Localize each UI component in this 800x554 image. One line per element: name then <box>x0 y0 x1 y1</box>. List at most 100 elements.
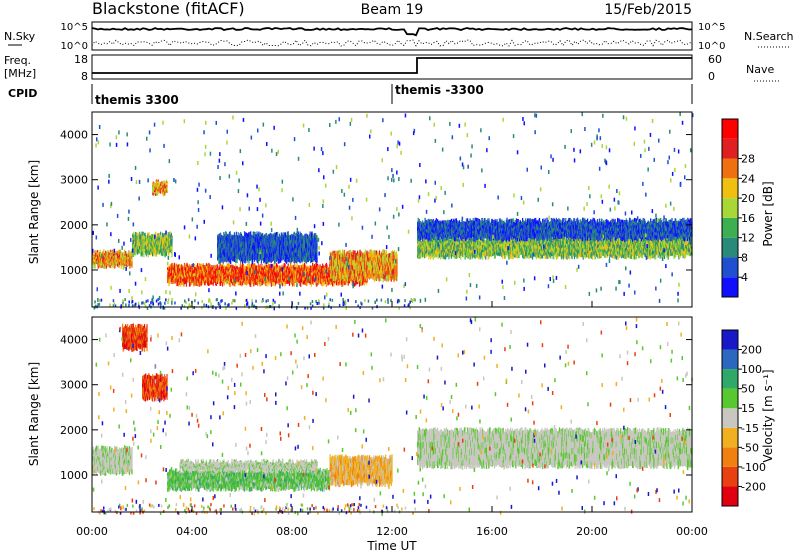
colorbar-swatch <box>722 198 738 218</box>
power-y-label: Slant Range [km] <box>27 160 41 264</box>
data-band <box>142 373 168 402</box>
noise-search-line <box>91 39 693 47</box>
noise-left-label: N.Sky <box>4 30 36 43</box>
beam-title: Beam 19 <box>361 2 424 18</box>
colorbar-tick: 100 <box>741 363 762 376</box>
y-tick-label: 1000 <box>60 264 88 277</box>
x-tick-label: 00:00 <box>76 525 108 538</box>
scatter-points <box>92 317 693 516</box>
velocity-colorbar-label: Velocity [m s⁻¹] <box>761 369 775 462</box>
colorbar-swatch <box>722 427 738 448</box>
y-tick-label: 3000 <box>60 379 88 392</box>
x-tick-label: 12:00 <box>376 525 408 538</box>
colorbar-swatch <box>722 119 738 139</box>
data-band <box>417 427 693 470</box>
power-colorbar-label: Power [dB] <box>761 181 775 246</box>
frequency-panel: Freq. [MHz] 18 8 60 0 Nave <box>4 53 780 83</box>
colorbar-tick: 24 <box>741 172 755 185</box>
station-title: Blackstone (fitACF) <box>92 0 245 18</box>
cpid-segment-2: themis -3300 <box>395 83 484 97</box>
colorbar-swatch <box>722 158 738 179</box>
colorbar-tick: 16 <box>741 212 755 225</box>
data-band <box>152 179 168 197</box>
y-tick-label: 1000 <box>60 469 88 482</box>
velocity-y-label: Slant Range [km] <box>27 362 41 466</box>
scatter-points <box>92 112 694 311</box>
x-axis-ticks: 00:00 04:00 08:00 12:00 16:00 20:00 00:00 <box>76 301 708 538</box>
data-band <box>167 262 368 287</box>
x-tick-label: 04:00 <box>176 525 208 538</box>
colorbar-swatch <box>722 217 738 238</box>
freq-label-2: [MHz] <box>4 67 36 80</box>
colorbar-swatch <box>722 330 738 350</box>
colorbar-swatch <box>722 277 738 297</box>
y-tick-label: 4000 <box>60 129 88 142</box>
y-tick-label: 4000 <box>60 334 88 347</box>
freq-left-tick-top: 18 <box>74 53 88 66</box>
cpid-panel: CPID themis 3300 themis -3300 <box>8 83 693 107</box>
noise-right-tick-top: 10^5 <box>698 22 725 33</box>
x-tick-label: 08:00 <box>276 525 308 538</box>
colorbar-swatch <box>722 369 738 389</box>
colorbar-swatch <box>722 466 738 487</box>
freq-label-1: Freq. <box>4 54 31 67</box>
nave-label: Nave <box>746 63 774 76</box>
date-title: 15/Feb/2015 <box>604 2 692 18</box>
frequency-line <box>92 57 692 74</box>
colorbar-tick: 200 <box>741 344 762 357</box>
colorbar-swatch <box>722 447 738 467</box>
data-band <box>122 323 148 352</box>
x-tick-label: 20:00 <box>576 525 608 538</box>
power-data <box>92 112 694 311</box>
noise-sky-line <box>91 27 693 37</box>
velocity-panel: 1000 2000 3000 4000 Slant Range [km] <box>27 316 693 516</box>
data-band <box>329 454 393 488</box>
noise-left-tick-top: 10^5 <box>61 22 88 33</box>
x-tick-label: 00:00 <box>676 525 708 538</box>
data-band <box>417 217 693 242</box>
velocity-y-ticks: 1000 2000 3000 4000 <box>60 334 692 482</box>
freq-right-tick-top: 60 <box>708 53 722 66</box>
colorbar-swatch <box>722 237 738 258</box>
colorbar-swatch <box>722 138 738 159</box>
data-band <box>132 231 173 258</box>
colorbar-tick: 12 <box>741 232 755 245</box>
freq-right-tick-bottom: 0 <box>708 70 715 83</box>
x-axis-label: Time UT <box>366 539 417 553</box>
colorbar-swatch <box>722 408 738 428</box>
colorbar-tick: 4 <box>741 271 748 284</box>
colorbar-tick: -15 <box>741 422 759 435</box>
colorbar-tick: 8 <box>741 251 748 264</box>
cpid-label: CPID <box>8 87 37 100</box>
velocity-data <box>92 317 693 516</box>
freq-left-tick-bottom: 8 <box>81 70 88 83</box>
data-band <box>217 231 318 265</box>
cpid-segment-1: themis 3300 <box>95 93 179 107</box>
y-tick-label: 3000 <box>60 174 88 187</box>
colorbar-tick: 20 <box>741 192 755 205</box>
colorbar-tick: -50 <box>741 441 759 454</box>
data-band <box>92 445 133 476</box>
colorbar-swatch <box>722 388 738 409</box>
data-band <box>179 458 318 474</box>
near-range-clutter <box>93 298 416 310</box>
noise-panel: N.Sky 10^5 10^0 10^5 10^0 N.Search <box>4 21 794 52</box>
data-band <box>329 249 398 283</box>
power-y-ticks: 1000 2000 3000 4000 <box>60 129 692 277</box>
colorbar-swatch <box>722 178 738 199</box>
y-tick-label: 2000 <box>60 219 88 232</box>
y-tick-label: 2000 <box>60 424 88 437</box>
colorbar-tick: 50 <box>741 383 755 396</box>
noise-right-tick-bottom: 10^0 <box>698 41 725 52</box>
noise-right-label: N.Search <box>744 30 794 43</box>
power-colorbar: 4 8 12 16 20 24 28 <box>721 118 755 298</box>
noise-left-tick-bottom: 10^0 <box>61 41 88 52</box>
data-band <box>92 249 133 269</box>
colorbar-swatch <box>722 349 738 370</box>
colorbar-swatch <box>722 486 738 506</box>
colorbar-tick: 15 <box>741 402 755 415</box>
colorbar-swatch <box>722 257 738 278</box>
velocity-colorbar: -200 -100 -50 -15 15 50 100 200 <box>721 329 766 507</box>
colorbar-tick: -200 <box>741 480 766 493</box>
